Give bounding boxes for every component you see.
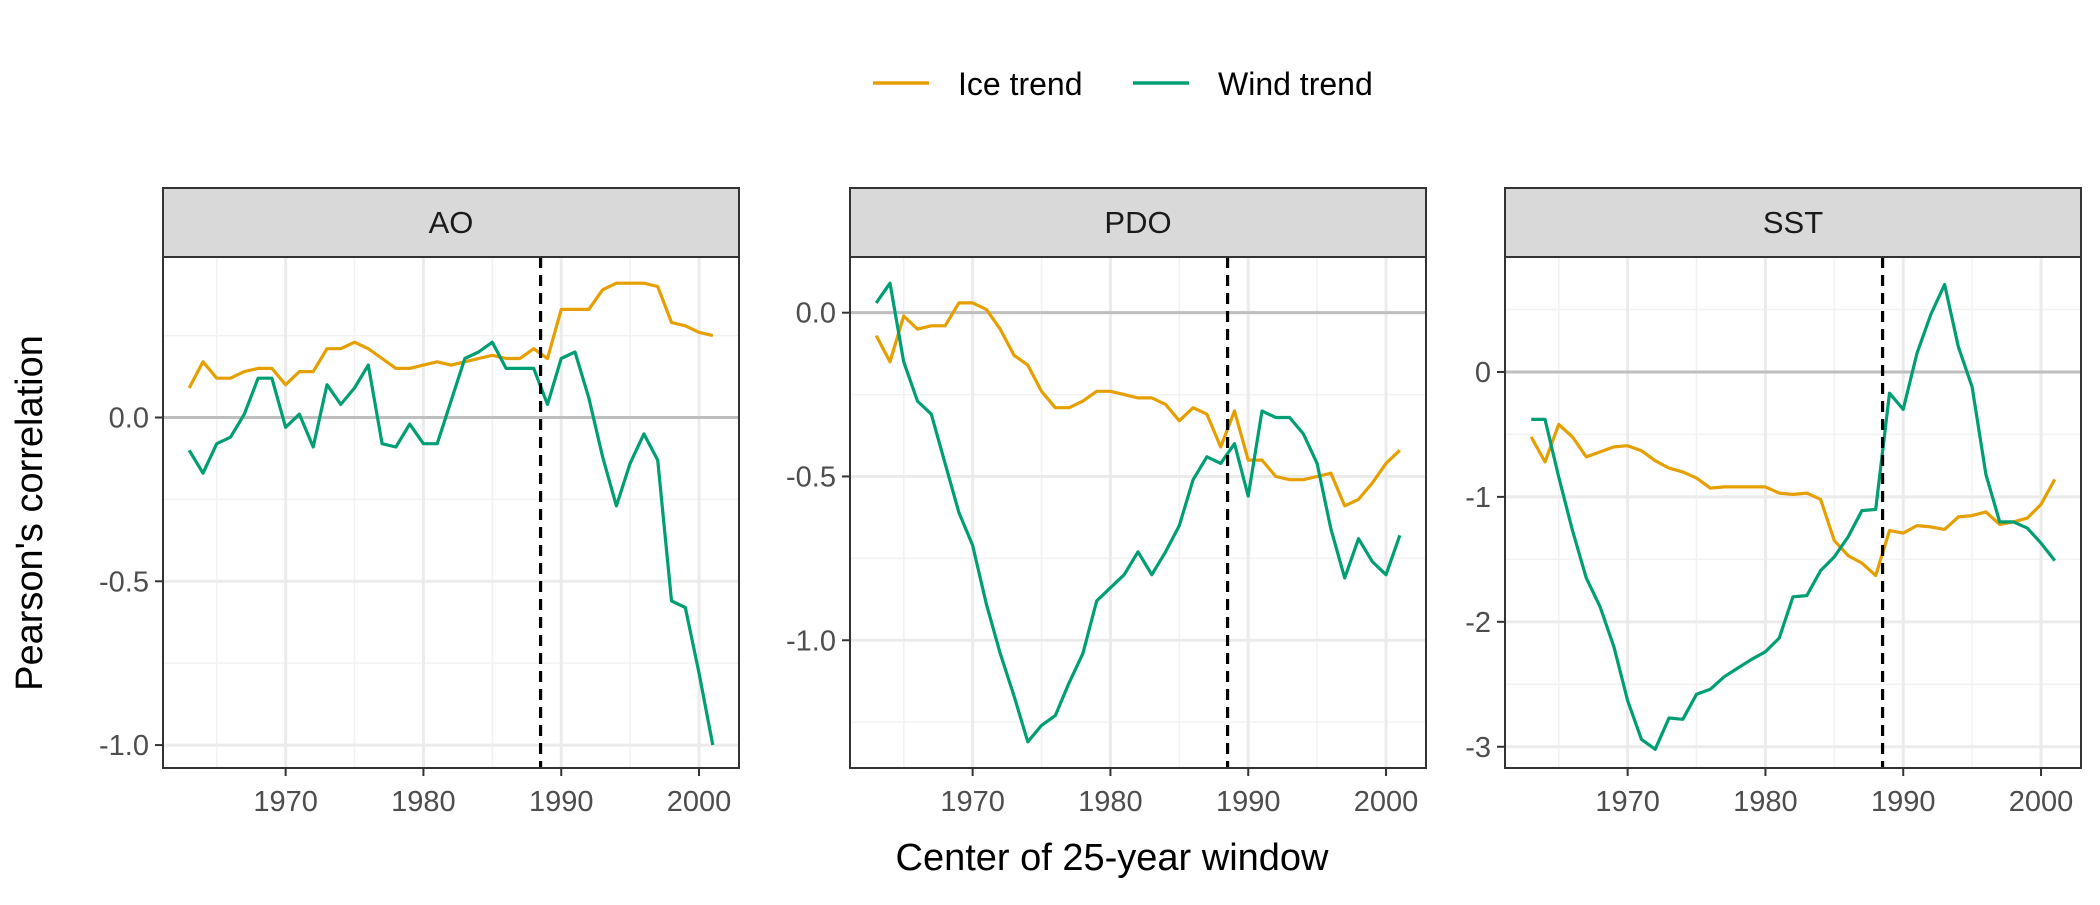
y-tick-label: -1 [1465, 482, 1491, 514]
y-tick-label: -1.0 [786, 625, 836, 657]
facet-strip [162, 187, 740, 258]
y-tick-label: -2 [1465, 607, 1491, 639]
y-tick-label: -0.5 [786, 461, 836, 493]
x-tick-label: 1970 [940, 786, 1005, 818]
legend-label: Ice trend [958, 66, 1083, 102]
legend: Ice trend Wind trend [873, 66, 1373, 102]
panel-ao: AO 1970 1980 1990 2000 0.0 -0.5 -1.0 [99, 187, 740, 818]
legend-item: Ice trend [873, 66, 1083, 102]
x-tick-label: 1990 [1216, 786, 1281, 818]
x-tick-label: 1990 [1871, 786, 1936, 818]
series-line-ice-trend [1529, 422, 2057, 578]
facet-strip-label: PDO [1104, 205, 1171, 240]
x-tick-label: 2000 [2009, 786, 2074, 818]
y-tick-label: -3 [1465, 732, 1491, 764]
series-line-wind-trend [874, 281, 1402, 744]
plot-area [850, 257, 1426, 768]
y-tick-label: 0.0 [109, 403, 149, 435]
x-tick-label: 2000 [667, 786, 732, 818]
x-axis-label: Center of 25-year window [896, 837, 1330, 879]
x-tick-label: 1980 [391, 786, 456, 818]
series-line-wind-trend [1531, 282, 2057, 751]
facet-strip-label: SST [1763, 205, 1823, 240]
legend-label: Wind trend [1218, 66, 1373, 102]
facet-strip [849, 187, 1427, 258]
y-tick-label: 0.0 [796, 298, 836, 330]
legend-item: Wind trend [1133, 66, 1373, 102]
y-tick-label: -1.0 [99, 730, 149, 762]
x-tick-label: 1970 [253, 786, 318, 818]
x-tick-label: 1970 [1595, 786, 1660, 818]
series-line-ice-trend [187, 281, 714, 389]
facet-strip [1504, 187, 2082, 258]
series-line-wind-trend [187, 340, 715, 746]
plot-background [1505, 257, 2081, 768]
plot-area [163, 257, 739, 768]
plot-background [163, 257, 739, 768]
y-axis-label: Pearson's correlation [9, 335, 51, 691]
panel-sst: SST 1970 1980 1990 2000 0 -1 -2 -3 [1465, 187, 2082, 818]
plot-background [850, 257, 1426, 768]
series-line-ice-trend [874, 301, 1401, 508]
panel-pdo: PDO 1970 1980 1990 2000 0.0 -0.5 -1.0 [786, 187, 1427, 818]
plot-area [1505, 257, 2081, 768]
y-tick-label: 0 [1475, 357, 1491, 389]
x-tick-label: 1990 [529, 786, 594, 818]
x-tick-label: 2000 [1354, 786, 1419, 818]
x-tick-label: 1980 [1733, 786, 1798, 818]
y-tick-label: -0.5 [99, 566, 149, 598]
x-tick-label: 1980 [1078, 786, 1143, 818]
facet-strip-label: AO [429, 205, 474, 240]
facet-panels: AO 1970 1980 1990 2000 0.0 -0.5 -1.0 PDO 1970 1980… [99, 187, 2082, 818]
